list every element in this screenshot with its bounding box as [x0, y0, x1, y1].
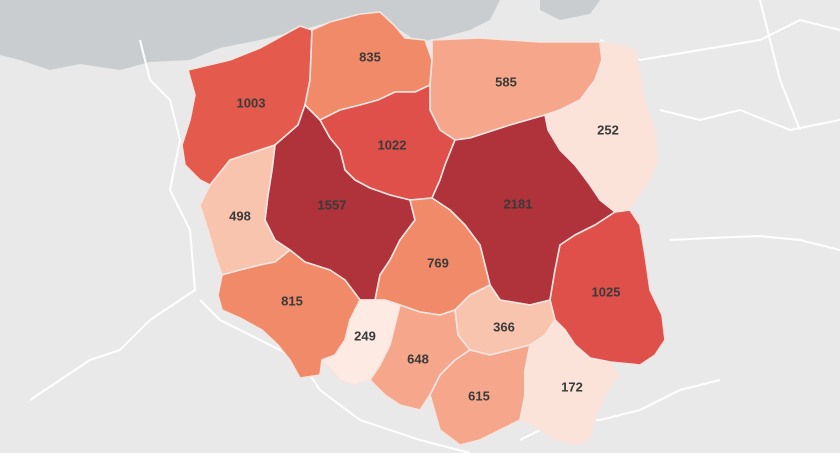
- label-wielkopolskie: 1557: [318, 197, 347, 212]
- region-podkarpackie[interactable]: [519, 319, 621, 446]
- label-pomorskie: 835: [359, 49, 381, 64]
- label-podlaskie: 252: [597, 122, 619, 137]
- label-opolskie: 249: [354, 328, 376, 343]
- label-warminsko-mazurskie: 585: [495, 74, 517, 89]
- country-border-germany: [29, 39, 197, 401]
- label-lubelskie: 1025: [592, 284, 621, 299]
- country-border-belarus: [659, 108, 840, 132]
- baltic-sea: [0, 0, 500, 70]
- labels-layer: 1003 835 585 252 1022 1557 2181 498 769 …: [229, 49, 620, 403]
- regions-layer: [181, 11, 666, 446]
- label-kujawsko-pomorskie: 1022: [378, 137, 407, 152]
- baltic-sea-east: [540, 0, 600, 20]
- label-dolnoslaskie: 815: [281, 293, 303, 308]
- country-border-east: [759, 0, 801, 131]
- label-zachodniopomorskie: 1003: [237, 95, 266, 110]
- country-border-ukraine: [669, 234, 840, 251]
- label-swietokrzyskie: 366: [493, 319, 515, 334]
- label-lodzkie: 769: [427, 255, 449, 270]
- label-lubuskie: 498: [229, 208, 251, 223]
- label-malopolskie: 615: [468, 388, 490, 403]
- label-podkarpackie: 172: [561, 379, 583, 394]
- region-malopolskie[interactable]: [429, 344, 531, 446]
- label-mazowieckie: 2181: [504, 196, 533, 211]
- label-slaskie: 648: [407, 351, 429, 366]
